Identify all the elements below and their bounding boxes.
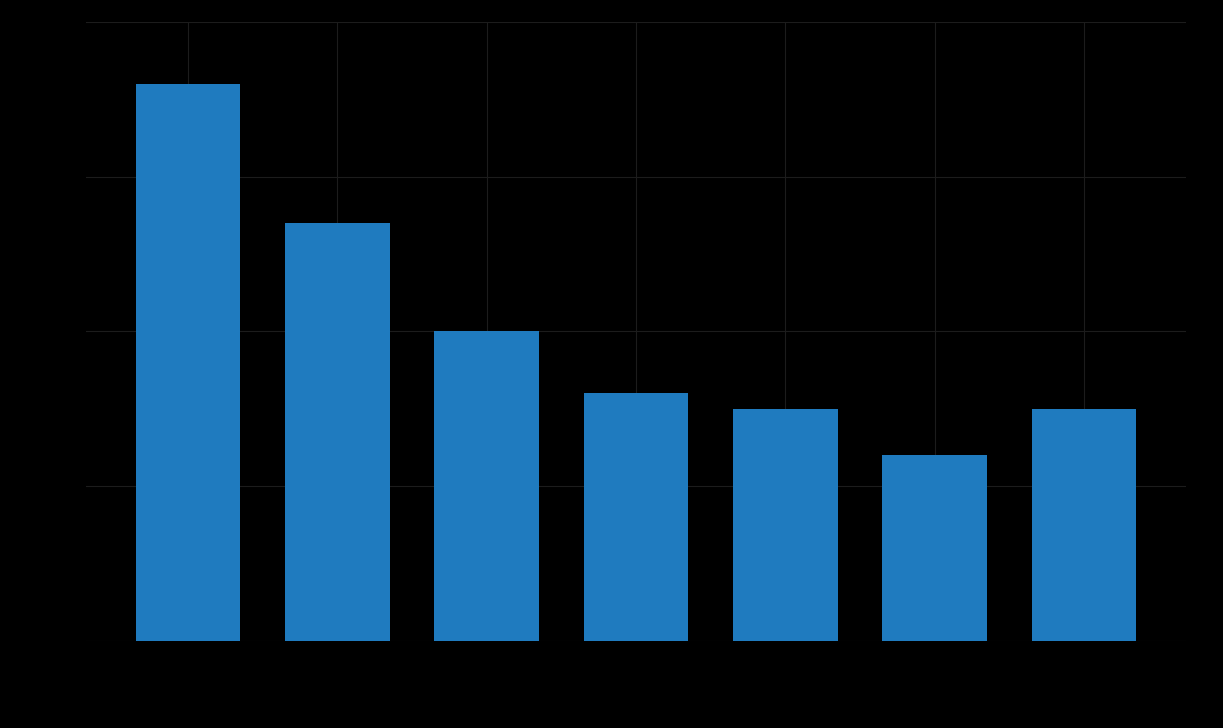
Bar xyxy=(583,393,689,641)
Bar xyxy=(1032,408,1136,641)
Bar xyxy=(733,408,838,641)
Bar xyxy=(882,455,987,641)
Bar xyxy=(285,223,390,641)
Bar xyxy=(434,331,539,641)
Bar xyxy=(136,84,240,641)
